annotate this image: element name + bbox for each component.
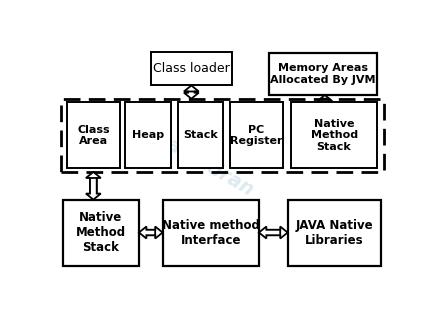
Bar — [269, 53, 377, 95]
Polygon shape — [146, 227, 163, 238]
Text: JAVA Native
Libraries: JAVA Native Libraries — [295, 219, 373, 246]
Bar — [163, 200, 259, 266]
Text: JavaBykiran: JavaBykiran — [135, 117, 258, 198]
Polygon shape — [139, 227, 155, 238]
Bar — [230, 102, 283, 168]
Polygon shape — [184, 91, 199, 99]
Polygon shape — [259, 227, 280, 238]
Bar — [151, 52, 232, 85]
Bar — [291, 102, 377, 168]
Text: Native method
Interface: Native method Interface — [162, 219, 260, 246]
Bar — [67, 102, 120, 168]
Text: Heap: Heap — [132, 130, 164, 140]
Text: Native
Method
Stack: Native Method Stack — [310, 119, 358, 152]
Polygon shape — [317, 95, 332, 101]
Text: Native
Method
Stack: Native Method Stack — [76, 211, 126, 254]
Bar — [61, 99, 384, 172]
Polygon shape — [86, 178, 101, 200]
Text: Class
Area: Class Area — [77, 124, 110, 146]
Bar — [126, 102, 171, 168]
Text: Stack: Stack — [183, 130, 218, 140]
Text: Class loader: Class loader — [153, 62, 230, 75]
Text: Memory Areas
Allocated By JVM: Memory Areas Allocated By JVM — [270, 63, 376, 85]
Polygon shape — [266, 227, 288, 238]
Polygon shape — [86, 172, 101, 193]
Text: PC
Register: PC Register — [230, 124, 283, 146]
Bar — [178, 102, 223, 168]
Bar — [63, 200, 139, 266]
Polygon shape — [184, 85, 199, 93]
Bar — [288, 200, 381, 266]
